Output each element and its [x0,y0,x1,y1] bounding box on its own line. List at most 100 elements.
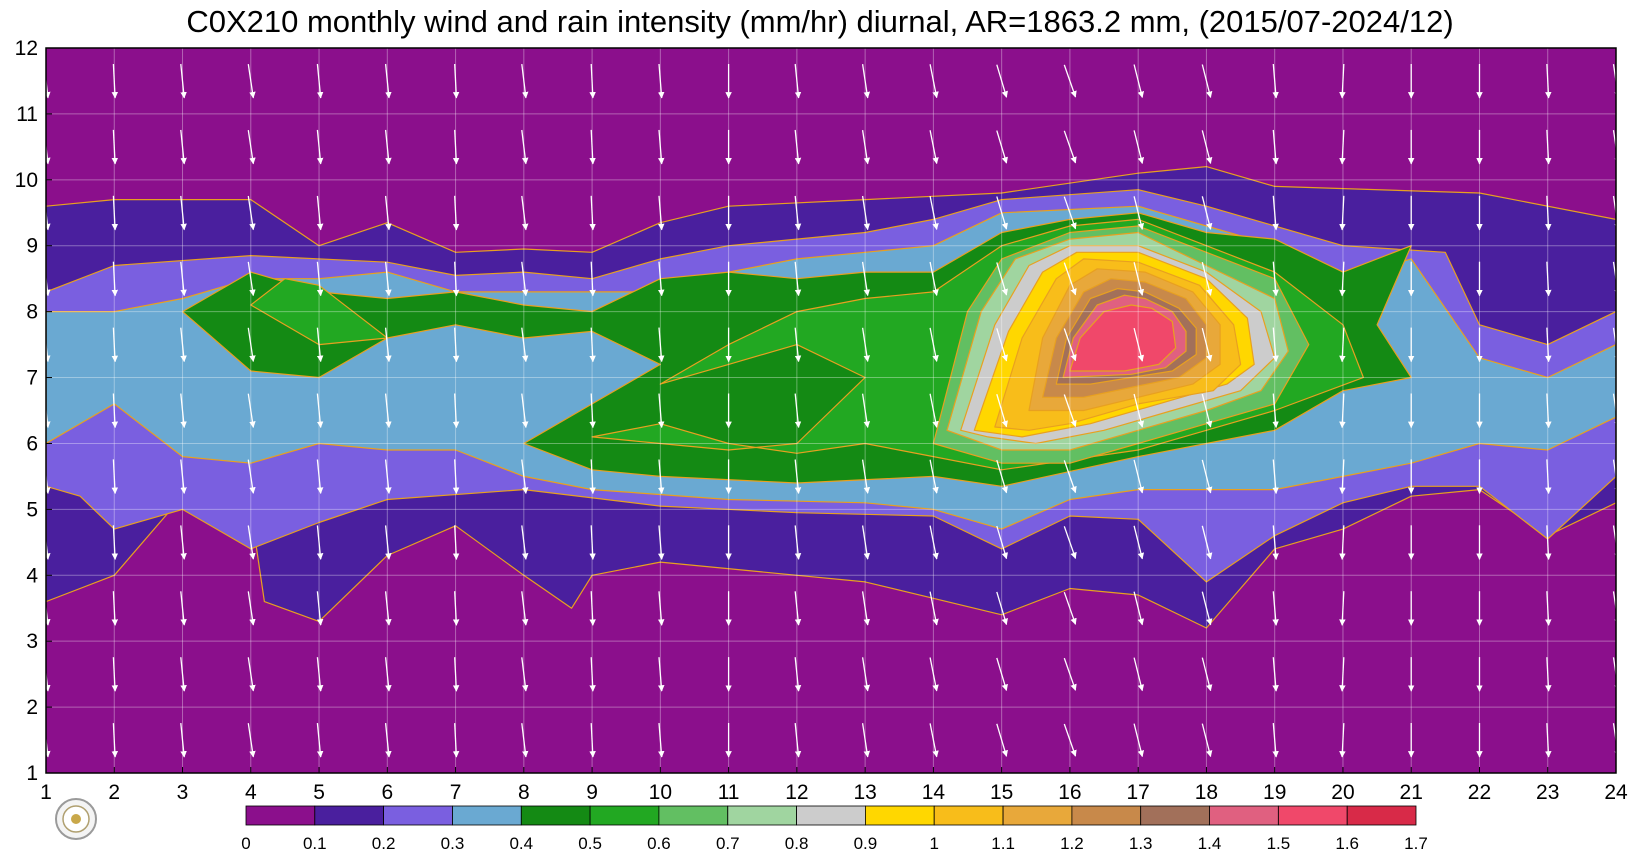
wind-vector-h12-m2 [794,657,802,692]
contour-region-4 [250,278,388,346]
wind-vector-h1-m6 [46,404,51,429]
wind-vector-h3-m5 [180,459,187,494]
wind-vector-h2-m5 [111,459,119,495]
wind-vector-h18-m6 [1201,393,1213,428]
wind-vector-h18-m2 [1201,657,1213,692]
wind-vector-h3-m4 [180,525,187,560]
wind-vector-h20-m10 [1339,129,1346,165]
wind-vector-h7-m2 [452,657,460,692]
wind-vector-h15-m1 [996,723,1008,757]
colorbar-label-3: 0.3 [441,834,465,853]
wind-vector-h9-m7 [589,327,596,363]
wind-vector-h5-m3 [316,591,324,626]
wind-vector-h14-m3 [929,591,939,626]
wind-vector-h16-m3 [1063,591,1077,625]
wind-vector-h9-m9 [589,195,596,231]
wind-vector-h9-m1 [589,723,596,758]
colorbar-label-10: 1 [929,834,938,853]
y-tick-label-11: 11 [16,103,38,126]
wind-vector-h15-m6 [996,394,1008,428]
wind-vector-h3-m9 [180,195,187,231]
wind-vector-h7-m3 [452,591,460,626]
wind-vector-h3-m7 [180,327,187,363]
wind-vector-h5-m1 [316,723,324,758]
x-tick-label-23: 23 [1536,781,1559,804]
plot-frame [45,47,1617,774]
colorbar-label-5: 0.5 [578,834,602,853]
x-tick-label-7: 7 [450,781,462,804]
y-tick-label-8: 8 [26,301,38,324]
wind-vector-h4-m5 [247,459,256,494]
wind-vector-h12-m4 [794,525,802,560]
colorbar: 0 0.1 0.2 0.3 0.4 0.5 0.6 0.7 0.8 0.9 1 1.1 1.2 1.3 1.… [241,805,1428,853]
y-tick-label-6: 6 [26,432,38,455]
wind-vector-h18-m9 [1201,196,1213,230]
wind-vector-h24-m9 [1612,195,1616,231]
wind-vector-h6-m10 [384,129,392,165]
wind-vector-h16-m8 [1063,262,1077,296]
wind-vector-h20-m1 [1339,723,1346,758]
colorbar-swatch-0 [245,805,316,826]
wind-vector-h10-m5 [657,459,665,495]
wind-vector-h23-m4 [1545,525,1552,560]
wind-vector-h10-m1 [657,723,665,758]
wind-vector-h6-m6 [384,393,392,429]
y-tick-label-5: 5 [26,498,38,521]
wind-vector-h12-m6 [794,393,802,429]
wind-vector-h6-m7 [384,327,392,363]
wind-vector-h14-m10 [929,130,939,165]
x-tick-label-9: 9 [586,781,598,804]
wind-vector-h9-m4 [589,525,596,560]
wind-vector-h4-m2 [247,657,256,692]
wind-vector-h17-m2 [1133,657,1145,692]
wind-vector-h17-m8 [1133,262,1145,296]
wind-vector-h17-m6 [1133,393,1145,428]
wind-vector-h15-m10 [996,130,1008,164]
wind-vector-h24-m8 [1612,261,1616,297]
colorbar-swatch-11 [1002,805,1073,826]
wind-vector-h19-m8 [1272,261,1279,297]
wind-vector-h24-m1 [1612,723,1616,758]
wind-vector-h3-m6 [180,393,187,429]
wind-vector-h18-m10 [1201,130,1213,165]
y-tick-label-12: 12 [15,37,38,60]
x-tick-label-6: 6 [381,781,393,804]
x-tick-label-17: 17 [1126,781,1149,804]
wind-vector-h5-m11 [316,63,324,99]
wind-vector-h23-m9 [1545,195,1552,231]
wind-vector-h2-m3 [111,591,119,626]
wind-vector-h7-m4 [452,525,460,560]
x-tick-label-2: 2 [108,781,120,804]
x-tick-label-14: 14 [922,781,946,804]
wind-vector-h14-m5 [929,459,939,494]
wind-vector-h19-m7 [1272,327,1279,363]
wind-vector-h17-m3 [1133,591,1145,626]
wind-vector-h16-m4 [1063,526,1077,560]
wind-vector-h17-m9 [1133,196,1145,230]
wind-vector-h24-m3 [1612,591,1616,626]
wind-vector-h9-m5 [589,459,596,495]
colorbar-swatch-8 [796,805,866,826]
wind-vector-h4-m9 [247,195,256,231]
wind-vector-h3-m8 [180,261,187,297]
x-tick-label-21: 21 [1400,781,1423,804]
wind-vector-h9-m3 [589,591,596,626]
wind-vector-h2-m10 [111,129,119,165]
wind-vector-h13-m5 [861,459,871,494]
wind-vector-h2-m7 [111,327,119,363]
wind-vector-h17-m5 [1133,459,1145,494]
wind-vector-h6-m8 [384,261,392,297]
x-tick-label-16: 16 [1058,781,1081,804]
wind-vector-h20-m2 [1339,657,1346,692]
colorbar-label-0: 0 [241,834,250,853]
wind-vector-h15-m4 [996,525,1008,560]
wind-vector-h20-m8 [1339,261,1346,297]
wind-vector-h15-m2 [996,657,1008,692]
colorbar-label-7: 0.7 [716,834,740,853]
wind-vector-h7-m11 [452,63,460,99]
y-tick-label-9: 9 [26,235,38,258]
wind-vector-h16-m5 [1063,460,1077,494]
wind-vector-h12-m11 [794,63,802,99]
wind-vector-h3-m3 [180,591,187,626]
wind-vector-h6-m11 [384,63,392,99]
